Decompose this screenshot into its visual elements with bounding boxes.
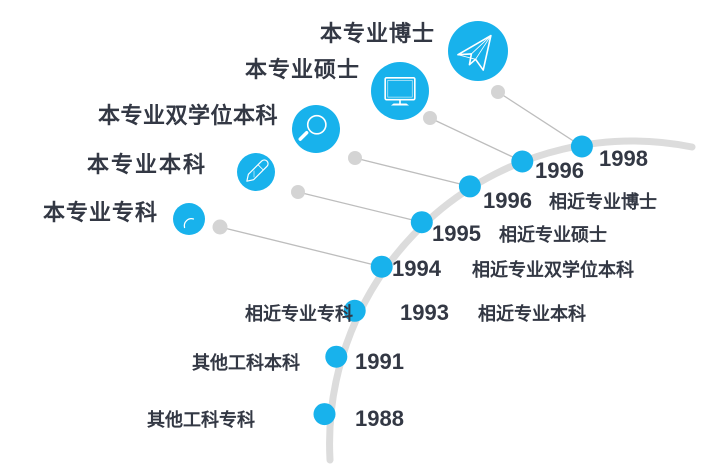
svg-text:本专业专科: 本专业专科 xyxy=(43,200,158,225)
svg-text:1991: 1991 xyxy=(355,349,404,374)
svg-text:其他工科专科: 其他工科专科 xyxy=(147,409,255,430)
svg-text:1988: 1988 xyxy=(355,406,404,431)
svg-text:本专业硕士: 本专业硕士 xyxy=(245,57,360,82)
svg-text:本专业双学位本科: 本专业双学位本科 xyxy=(98,103,278,128)
svg-text:1993: 1993 xyxy=(400,300,449,325)
svg-text:相近专业专科: 相近专业专科 xyxy=(245,303,353,324)
svg-text:相近专业本科: 相近专业本科 xyxy=(478,303,586,324)
svg-text:其他工科本科: 其他工科本科 xyxy=(192,352,300,373)
svg-text:1998: 1998 xyxy=(599,146,648,171)
svg-text:相近专业双学位本科: 相近专业双学位本科 xyxy=(472,259,634,280)
svg-text:1996: 1996 xyxy=(483,188,532,213)
svg-text:1994: 1994 xyxy=(392,256,442,281)
svg-text:本专业本科: 本专业本科 xyxy=(87,152,207,177)
svg-text:1995: 1995 xyxy=(432,221,481,246)
svg-text:1996: 1996 xyxy=(535,158,584,183)
svg-text:本专业博士: 本专业博士 xyxy=(320,21,435,46)
svg-text:相近专业硕士: 相近专业硕士 xyxy=(499,224,607,245)
svg-text:相近专业博士: 相近专业博士 xyxy=(549,191,657,212)
